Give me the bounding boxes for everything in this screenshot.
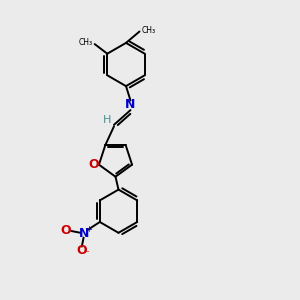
- Text: O: O: [60, 224, 70, 238]
- Text: CH₃: CH₃: [79, 38, 93, 47]
- Text: O: O: [76, 244, 87, 257]
- Text: N: N: [125, 98, 136, 111]
- Text: CH₃: CH₃: [142, 26, 156, 35]
- Text: O: O: [89, 158, 100, 171]
- Text: N: N: [79, 227, 89, 240]
- Text: +: +: [85, 225, 92, 234]
- Text: H: H: [103, 115, 112, 125]
- Text: ⁻: ⁻: [83, 249, 89, 259]
